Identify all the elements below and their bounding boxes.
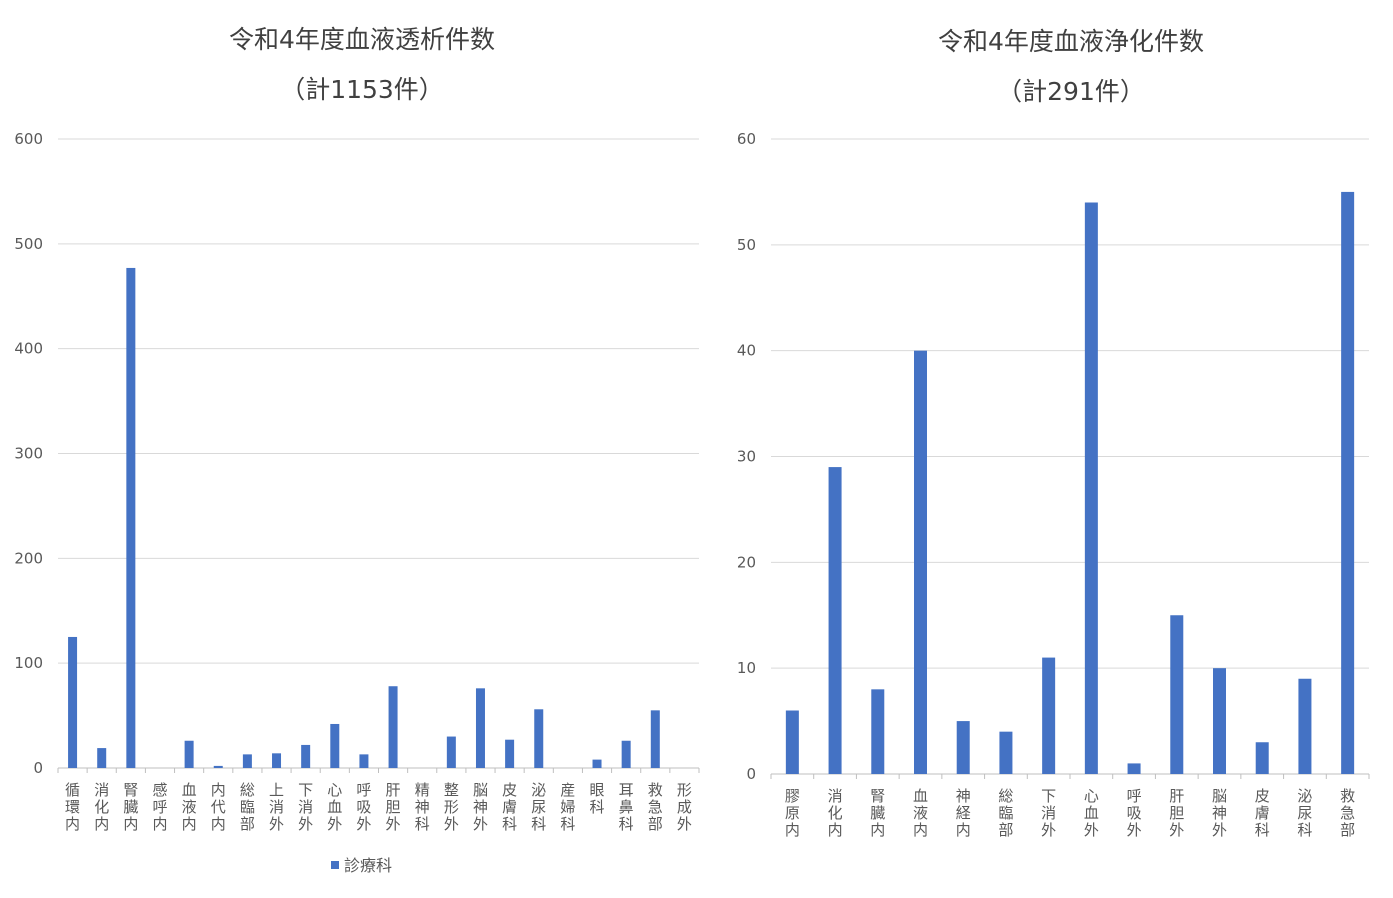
purification-bar-腎臓内 [871, 689, 885, 774]
dialysis-bar-眼科 [592, 759, 602, 768]
purification-bar-呼吸外 [1127, 763, 1141, 774]
purification-x-tick-label-肝胆外: 肝胆外 [1169, 787, 1184, 839]
dialysis-y-tick-label: 0 [33, 759, 43, 777]
dialysis-y-tick-label: 300 [14, 445, 43, 463]
dialysis-x-tick-label-上消外: 上消外 [269, 781, 284, 833]
dialysis-chart-subtitle: （計1153件） [280, 75, 444, 104]
purification-x-tick-label-心血外: 心血外 [1084, 787, 1099, 839]
dialysis-bar-腎臓内 [126, 267, 136, 768]
purification-x-tick-label-消化内: 消化内 [828, 787, 843, 839]
purification-bar-総臨部 [999, 731, 1013, 774]
dialysis-x-tick-label-循環内: 循環内 [65, 781, 80, 833]
dialysis-y-tick-label: 500 [14, 235, 43, 253]
purification-chart: 令和4年度血液浄化件数 （計291件） 0 10 20 30 40 50 60 膠原内 消化内 腎… [737, 27, 1370, 839]
dialysis-x-tick-label-産婦科: 産婦科 [560, 781, 575, 833]
dialysis-x-tick-label-眼科: 眼科 [590, 781, 605, 816]
purification-bar-肝胆外 [1170, 615, 1184, 774]
dialysis-x-tick-label-呼吸外: 呼吸外 [356, 781, 371, 833]
dialysis-bar-総臨部 [242, 754, 252, 768]
dialysis-chart-title: 令和4年度血液透析件数 [229, 25, 495, 54]
purification-y-tick-label: 40 [737, 342, 756, 360]
purification-y-tick-label: 60 [737, 130, 756, 148]
legend-swatch-診療科 [331, 861, 339, 869]
dialysis-x-tick-label-精神科: 精神科 [415, 781, 430, 833]
dialysis-bar-消化内 [97, 748, 107, 768]
dialysis-x-tick-label-形成外: 形成外 [677, 781, 692, 833]
dialysis-bar-上消外 [272, 753, 282, 768]
dialysis-bar-心血外 [330, 723, 340, 768]
dialysis-x-tick-label-消化内: 消化内 [94, 781, 109, 833]
purification-bar-救急部 [1341, 191, 1355, 774]
dialysis-bar-血液内 [184, 740, 194, 768]
purification-x-tick-label-下消外: 下消外 [1041, 787, 1056, 839]
dialysis-bar-下消外 [301, 744, 311, 768]
purification-y-tick-label: 30 [737, 448, 756, 466]
purification-x-tick-label-神経内: 神経内 [956, 787, 971, 839]
purification-bar-脳神外 [1213, 668, 1226, 774]
purification-x-tick-label-救急部: 救急部 [1340, 787, 1355, 839]
dialysis-x-tick-label-肝胆外: 肝胆外 [386, 781, 401, 833]
dialysis-bar-皮膚科 [505, 739, 515, 768]
purification-y-tick-label: 0 [746, 765, 756, 783]
dialysis-bar-救急部 [650, 710, 660, 768]
purification-bar-下消外 [1042, 657, 1056, 774]
purification-bar-血液内 [914, 350, 927, 774]
dialysis-x-tick-label-感呼内: 感呼内 [152, 781, 167, 833]
purification-bar-膠原内 [785, 710, 799, 774]
dialysis-legend: 診療科 [331, 856, 392, 875]
purification-bar-皮膚科 [1255, 742, 1269, 774]
purification-x-tick-label-腎臓内: 腎臓内 [870, 787, 885, 839]
dialysis-y-tick-label: 200 [14, 549, 43, 567]
dialysis-x-tick-label-救急部: 救急部 [648, 781, 663, 833]
dialysis-x-tick-label-総臨部: 総臨部 [240, 781, 255, 833]
dialysis-x-tick-label-脳神外: 脳神外 [473, 781, 488, 833]
dialysis-bar-整形外 [446, 736, 456, 768]
dialysis-x-tick-label-耳鼻科: 耳鼻科 [619, 781, 634, 833]
dialysis-bar-循環内 [68, 636, 78, 768]
dialysis-x-tick-label-腎臓内: 腎臓内 [123, 781, 138, 833]
purification-bar-泌尿科 [1298, 678, 1312, 774]
dialysis-x-tick-label-下消外: 下消外 [298, 781, 313, 833]
purification-chart-title: 令和4年度血液浄化件数 [938, 27, 1204, 56]
legend-label: 診療科 [344, 856, 392, 875]
purification-x-tick-label-皮膚科: 皮膚科 [1255, 787, 1270, 839]
dialysis-bar-耳鼻科 [621, 740, 631, 768]
dialysis-bar-呼吸外 [359, 754, 369, 768]
purification-x-tick-label-泌尿科: 泌尿科 [1297, 787, 1312, 839]
purification-y-tick-label: 20 [737, 553, 756, 571]
purification-bar-消化内 [828, 467, 842, 774]
dialysis-bar-内代内 [213, 765, 223, 768]
dialysis-x-tick-label-血液内: 血液内 [182, 781, 197, 833]
dialysis-y-tick-label: 600 [14, 130, 43, 148]
purification-y-tick-label: 10 [737, 659, 756, 677]
dialysis-x-tick-label-皮膚科: 皮膚科 [502, 781, 517, 833]
dialysis-x-tick-label-心血外: 心血外 [327, 781, 342, 833]
purification-x-tick-label-総臨部: 総臨部 [998, 787, 1013, 839]
dialysis-x-tick-label-整形外: 整形外 [444, 781, 459, 833]
purification-chart-subtitle: （計291件） [997, 77, 1145, 106]
dialysis-chart: 令和4年度血液透析件数 （計1153件） 0 100 200 300 400 500 600… [14, 25, 700, 833]
purification-x-tick-label-血液内: 血液内 [913, 787, 928, 839]
purification-bar-神経内 [956, 721, 970, 774]
dialysis-bar-脳神外 [475, 688, 485, 768]
dialysis-bar-泌尿科 [534, 709, 544, 768]
purification-x-tick-label-膠原内: 膠原内 [785, 787, 800, 839]
purification-x-tick-label-呼吸外: 呼吸外 [1127, 787, 1142, 839]
dialysis-y-tick-label: 400 [14, 340, 43, 358]
purification-x-tick-label-脳神外: 脳神外 [1212, 787, 1227, 839]
dialysis-x-tick-label-泌尿科: 泌尿科 [531, 781, 546, 833]
purification-bar-心血外 [1084, 202, 1098, 774]
purification-y-tick-label: 50 [737, 236, 756, 254]
dialysis-bar-肝胆外 [388, 686, 398, 768]
dialysis-y-tick-label: 100 [14, 654, 43, 672]
dialysis-x-tick-label-内代内: 内代内 [211, 781, 226, 833]
